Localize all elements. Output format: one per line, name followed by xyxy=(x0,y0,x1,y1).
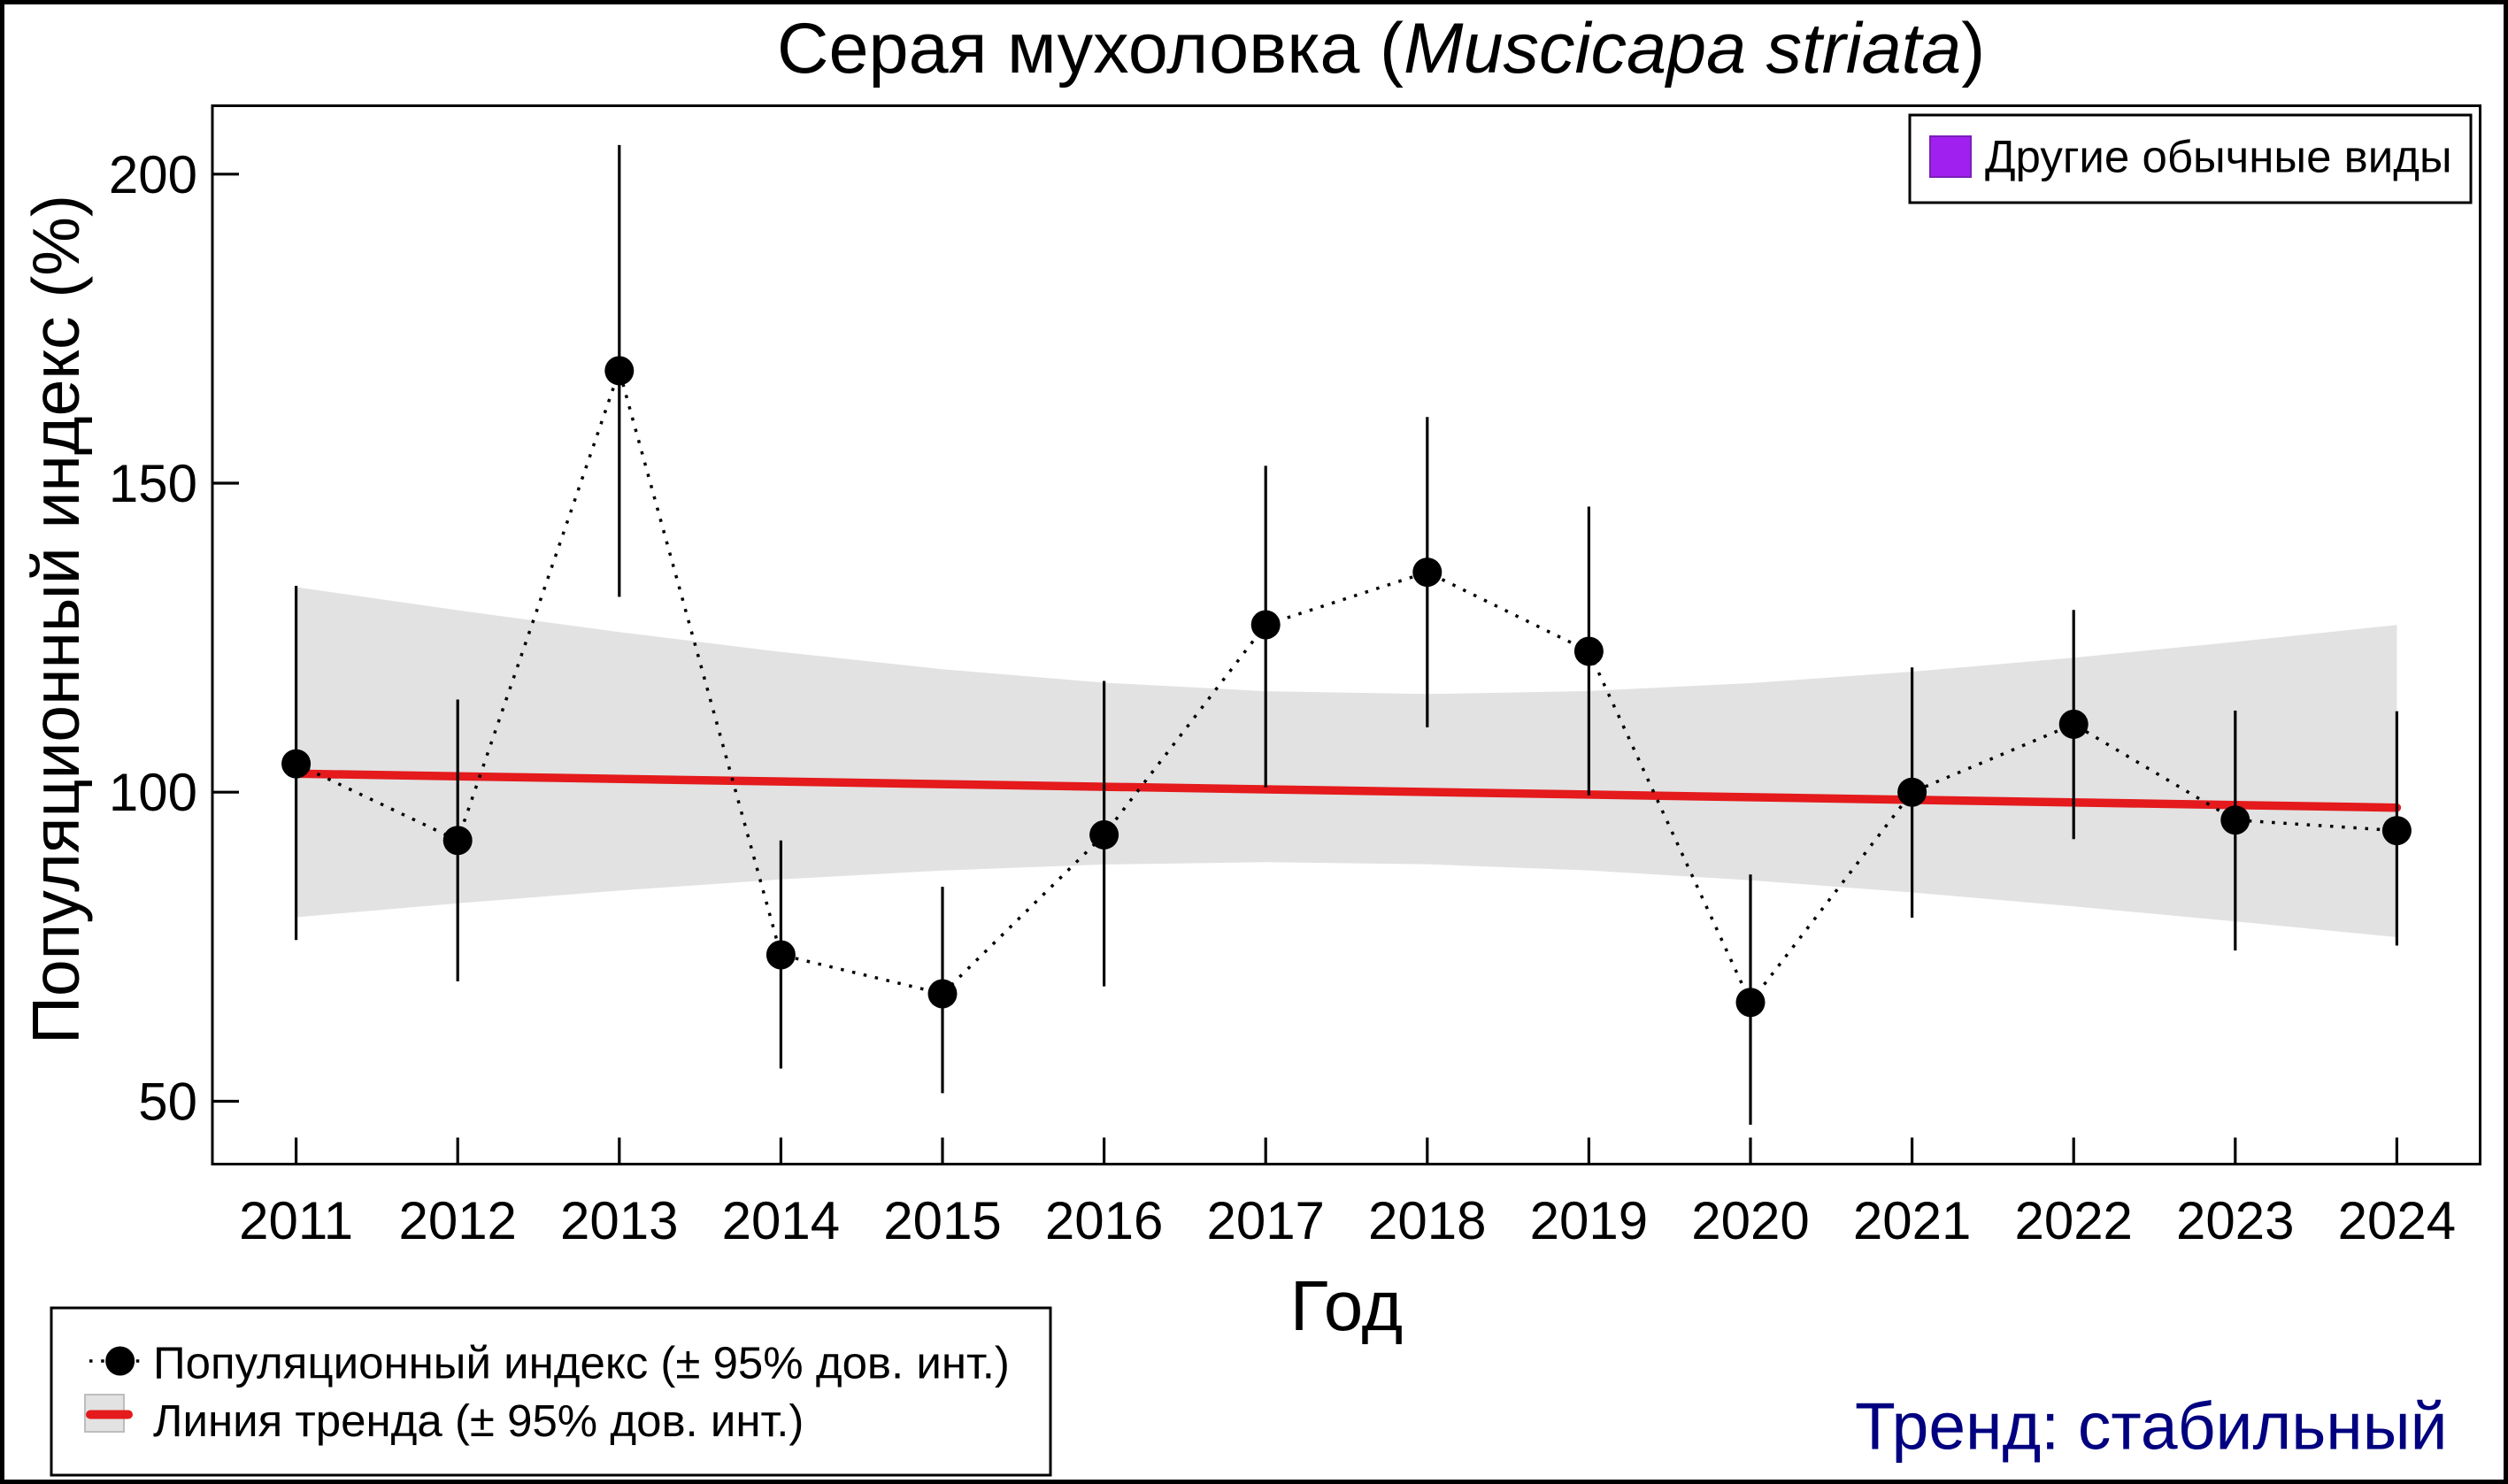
svg-text:2011: 2011 xyxy=(239,1191,353,1250)
svg-text:150: 150 xyxy=(109,454,197,513)
svg-text:2020: 2020 xyxy=(1691,1191,1809,1250)
svg-text:200: 200 xyxy=(109,145,197,204)
svg-text:2012: 2012 xyxy=(398,1191,516,1250)
svg-text:2024: 2024 xyxy=(2338,1191,2456,1250)
svg-text:2022: 2022 xyxy=(2014,1191,2132,1250)
svg-text:2017: 2017 xyxy=(1206,1191,1324,1250)
svg-text:2021: 2021 xyxy=(1853,1191,1971,1250)
svg-text:Тренд: стабильный: Тренд: стабильный xyxy=(1855,1389,2448,1464)
svg-text:2023: 2023 xyxy=(2176,1191,2294,1250)
svg-text:2016: 2016 xyxy=(1045,1191,1163,1250)
svg-text:2014: 2014 xyxy=(722,1191,840,1250)
svg-text:Популяционный индекс (± 95% до: Популяционный индекс (± 95% дов. инт.) xyxy=(153,1338,1010,1388)
svg-text:Популяционный индекс (%): Популяционный индекс (%) xyxy=(19,195,93,1044)
svg-text:Год: Год xyxy=(1290,1266,1403,1345)
svg-text:50: 50 xyxy=(138,1073,197,1132)
svg-text:2019: 2019 xyxy=(1530,1191,1648,1250)
svg-text:2018: 2018 xyxy=(1368,1191,1486,1250)
svg-text:2015: 2015 xyxy=(883,1191,1001,1250)
svg-text:100: 100 xyxy=(109,763,197,822)
svg-text:Линия тренда (± 95% дов. инт.): Линия тренда (± 95% дов. инт.) xyxy=(153,1396,804,1446)
svg-text:Серая мухоловка (Muscicapa str: Серая мухоловка (Muscicapa striata) xyxy=(777,9,1985,88)
svg-text:2013: 2013 xyxy=(560,1191,678,1250)
svg-text:Другие обычные виды: Другие обычные виды xyxy=(1985,132,2452,182)
